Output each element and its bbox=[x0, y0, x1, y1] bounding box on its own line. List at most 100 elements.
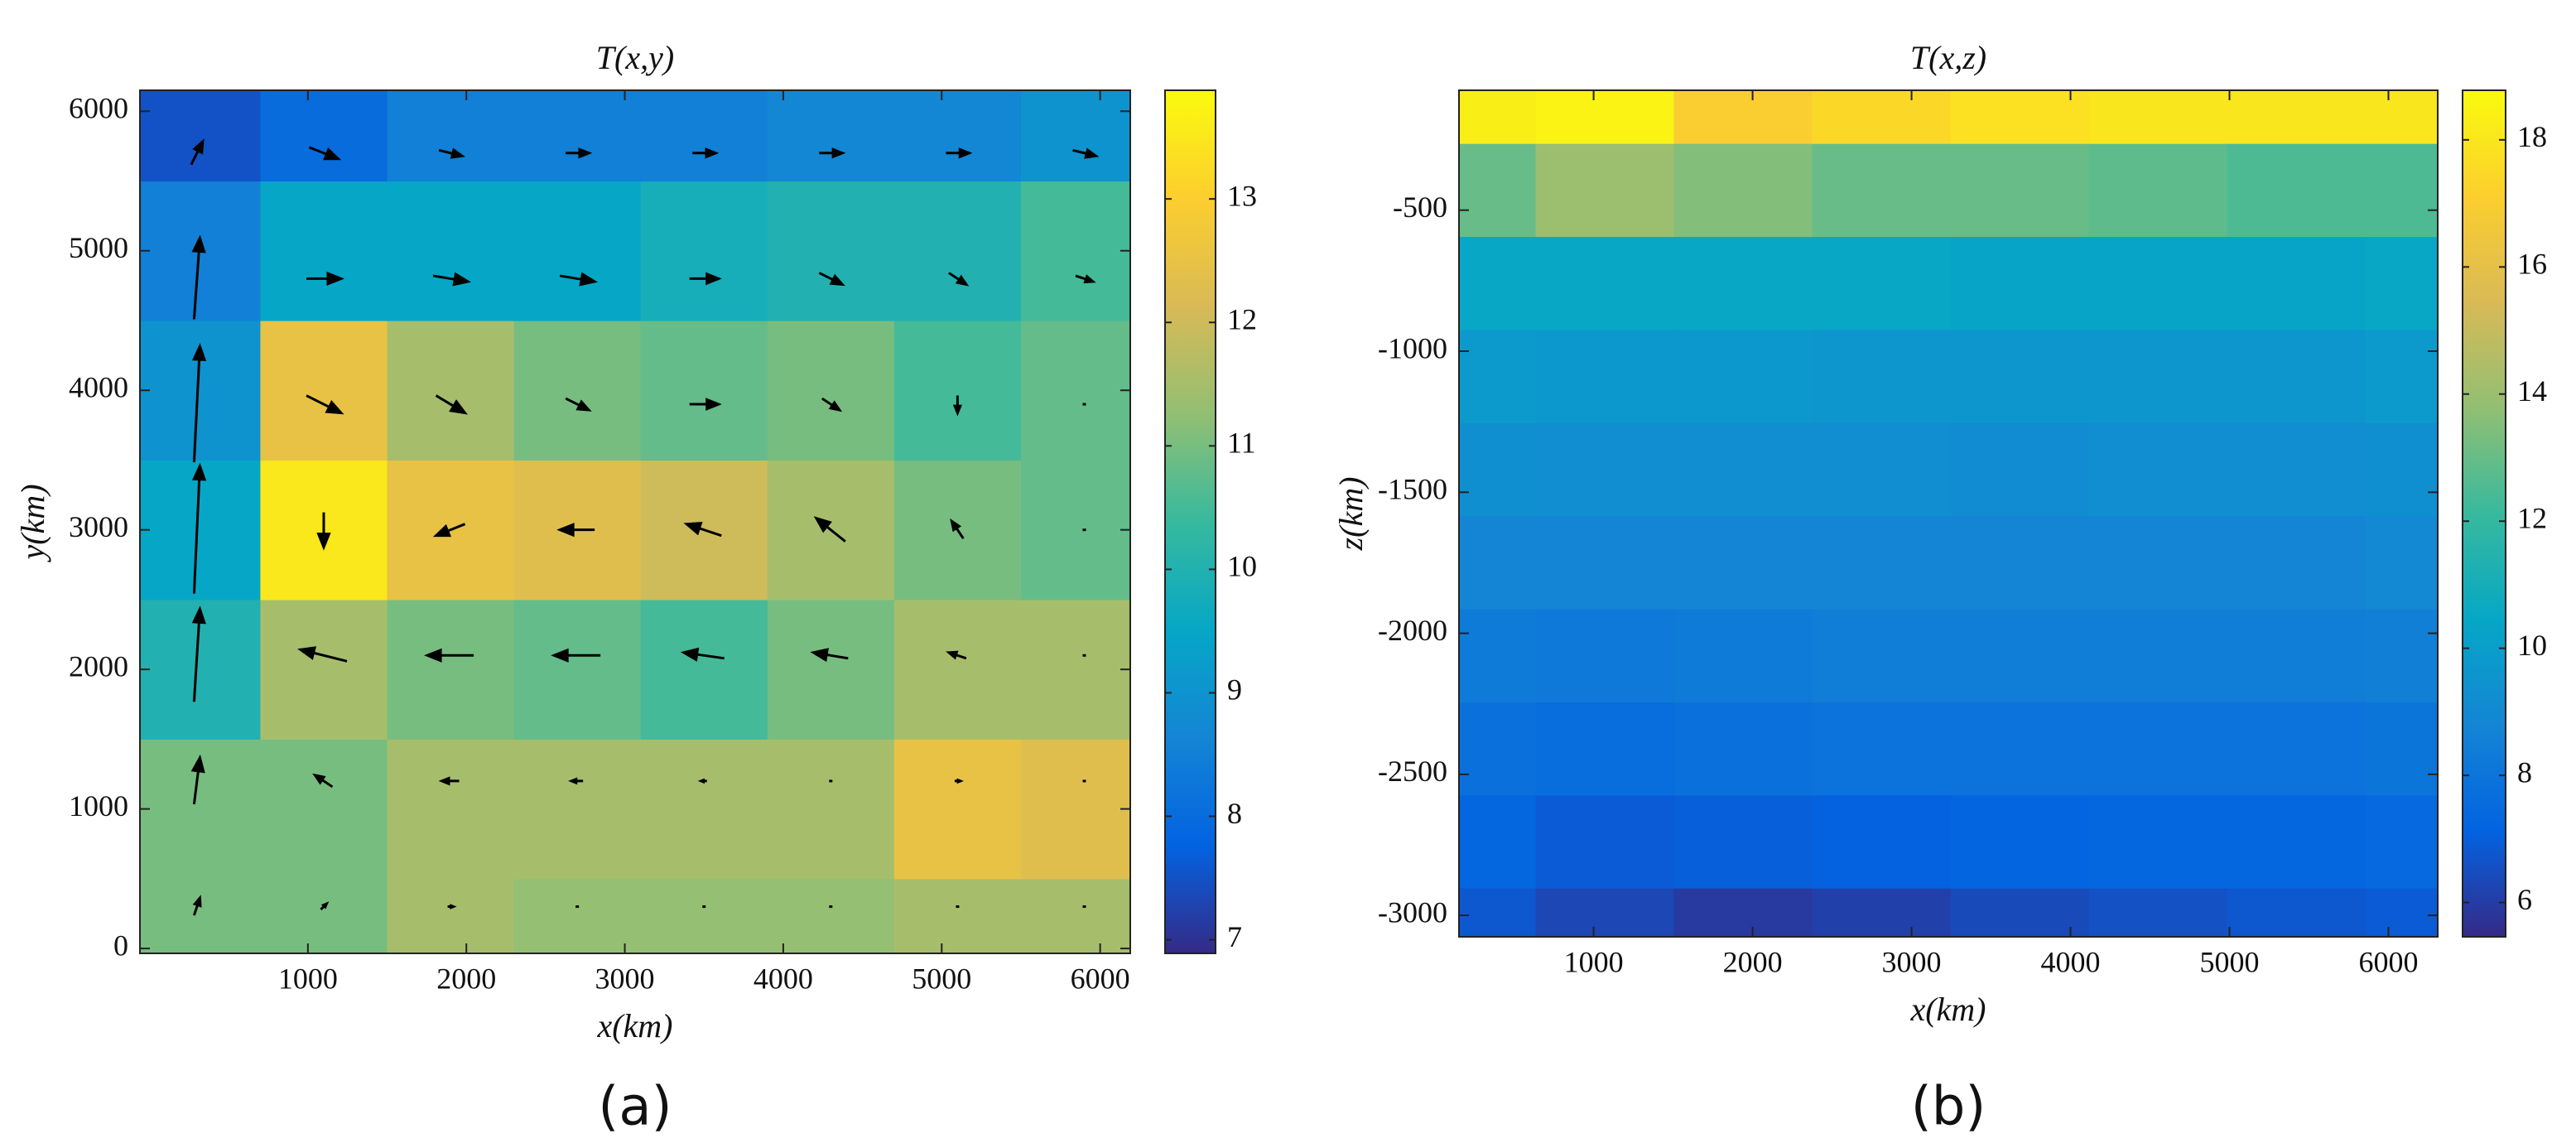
y-tick-label: 1000 bbox=[69, 789, 128, 822]
colorbar-tick-label: 6 bbox=[2517, 883, 2532, 916]
heatmap-cell bbox=[2088, 795, 2228, 890]
heatmap-cell bbox=[1950, 888, 2090, 938]
x-tick-label: 2000 bbox=[1723, 945, 1783, 978]
heatmap-cell bbox=[2227, 330, 2367, 424]
vector-arrow bbox=[683, 522, 722, 538]
y-tick-label: 3000 bbox=[69, 510, 128, 543]
vector-arrow bbox=[559, 272, 599, 287]
heatmap-cell bbox=[2088, 90, 2228, 145]
heatmap-cell bbox=[1673, 516, 1813, 610]
heatmap-cell bbox=[640, 90, 768, 182]
heatmap-cell bbox=[513, 599, 642, 740]
heatmap-cell bbox=[2227, 609, 2367, 703]
heatmap-cell bbox=[2088, 143, 2228, 238]
vector-arrow bbox=[438, 776, 460, 786]
colorbar bbox=[1164, 89, 1216, 954]
heatmap-cell bbox=[1020, 599, 1131, 740]
heatmap-cell bbox=[260, 320, 388, 461]
vector-arrow bbox=[438, 147, 465, 159]
heatmap-cell bbox=[2088, 237, 2228, 331]
vector-arrow bbox=[697, 778, 707, 784]
heatmap-cell bbox=[1812, 888, 1952, 938]
heatmap-cell bbox=[640, 599, 768, 740]
heatmap-cell bbox=[2088, 422, 2228, 517]
heatmap-cell bbox=[2365, 90, 2439, 145]
vector-arrow bbox=[447, 904, 457, 909]
y-tick-label: -3000 bbox=[1378, 895, 1447, 929]
heatmap-cell bbox=[767, 878, 895, 954]
heatmap-cell bbox=[1950, 143, 2090, 238]
heatmap-cell bbox=[1459, 237, 1537, 331]
heatmap-cell bbox=[2365, 237, 2439, 331]
heatmap-cell bbox=[513, 181, 642, 321]
heatmap-cell bbox=[1535, 143, 1675, 238]
heatmap-cell bbox=[1950, 330, 2090, 424]
colorbar-tick-label: 10 bbox=[1227, 550, 1257, 583]
vector-arrow bbox=[191, 234, 206, 320]
plot-frame bbox=[1458, 89, 2439, 938]
heatmap-cell bbox=[1459, 702, 1537, 796]
vector-arrow bbox=[306, 271, 345, 287]
colorbar-tick-label: 7 bbox=[1227, 920, 1242, 953]
heatmap-cell bbox=[387, 90, 515, 182]
heatmap-cell bbox=[2365, 702, 2439, 796]
colorbar-tick-label: 13 bbox=[1227, 179, 1257, 212]
heatmap-cell bbox=[1535, 888, 1675, 938]
vector-arrow bbox=[432, 272, 472, 287]
vector-arrow bbox=[821, 397, 843, 412]
y-tick-label: 2000 bbox=[69, 649, 128, 683]
vector-arrow bbox=[813, 516, 846, 543]
heatmap-cell bbox=[1950, 237, 2090, 331]
y-tick-label: 4000 bbox=[69, 370, 128, 403]
heatmap-cell bbox=[1535, 795, 1675, 890]
heatmap-cell bbox=[2088, 516, 2228, 610]
heatmap-cell bbox=[1950, 795, 2090, 890]
heatmap-cell bbox=[767, 320, 895, 461]
colorbar bbox=[2462, 89, 2506, 938]
heatmap-cell bbox=[260, 878, 388, 954]
heatmap-cell bbox=[260, 90, 388, 182]
colorbar-tick-label: 8 bbox=[1227, 797, 1242, 830]
heatmap-cell bbox=[140, 460, 262, 601]
heatmap-cell bbox=[1535, 702, 1675, 796]
heatmap-cell bbox=[387, 181, 515, 321]
vector-arrow bbox=[312, 773, 334, 789]
heatmap-cell bbox=[2365, 795, 2439, 890]
plot-frame bbox=[139, 89, 1131, 954]
heatmap-cell bbox=[513, 320, 642, 461]
heatmap-cell bbox=[893, 599, 1022, 740]
heatmap-cell bbox=[1673, 609, 1813, 703]
vector-arrow bbox=[1072, 147, 1100, 159]
heatmap-cell bbox=[1673, 888, 1813, 938]
colorbar-tick-label: 10 bbox=[2517, 629, 2547, 662]
x-axis-label: x(km) bbox=[1909, 991, 1986, 1028]
vector-arrow bbox=[565, 397, 592, 412]
heatmap-cell bbox=[1812, 330, 1952, 424]
heatmap-cell bbox=[2365, 422, 2439, 517]
panel-label: (a) bbox=[598, 1077, 672, 1138]
colorbar-tick-label: 8 bbox=[2517, 755, 2532, 789]
heatmap-cell bbox=[1459, 888, 1537, 938]
vector-arrow bbox=[689, 398, 722, 411]
heatmap-cell bbox=[2227, 237, 2367, 331]
heatmap-cell bbox=[1673, 90, 1813, 145]
heatmap-cell bbox=[1673, 237, 1813, 331]
vector-arrow bbox=[948, 272, 970, 287]
x-tick-label: 3000 bbox=[595, 962, 655, 995]
panel-label: (b) bbox=[1911, 1077, 1986, 1138]
heatmap-cell bbox=[2227, 795, 2367, 890]
heatmap-cell bbox=[1950, 90, 2090, 145]
heatmap-cell bbox=[387, 599, 515, 740]
heatmap-cell bbox=[260, 181, 388, 321]
heatmap-cell bbox=[2088, 609, 2228, 703]
y-tick-label: -2500 bbox=[1378, 755, 1447, 788]
heatmap-cell bbox=[1020, 460, 1131, 601]
heatmap-cell bbox=[640, 320, 768, 461]
heatmap-cell bbox=[2088, 330, 2228, 424]
heatmap-cell bbox=[513, 90, 642, 182]
vector-arrow bbox=[306, 394, 344, 415]
x-tick-label: 6000 bbox=[2358, 945, 2418, 978]
y-tick-label: 5000 bbox=[69, 231, 128, 264]
vector-arrow bbox=[954, 778, 964, 784]
